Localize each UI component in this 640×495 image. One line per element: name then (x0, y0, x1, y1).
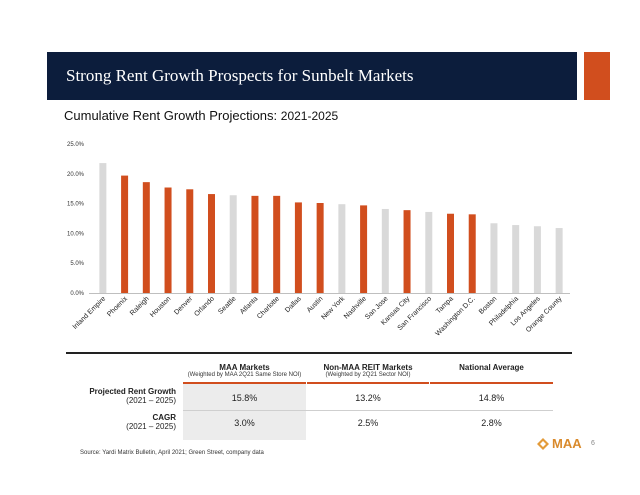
bar-atlanta (251, 195, 259, 293)
y-tick-label: 15.0% (67, 202, 85, 208)
x-tick-label: Washington D.C. (434, 295, 476, 337)
col-subtitle: (Weighted by MAA 2Q21 Same Store NOI) (187, 372, 302, 378)
cell-value: 2.5% (357, 418, 379, 428)
maa-logo-mark-icon (537, 437, 549, 450)
bar-new-york (338, 204, 346, 293)
x-tick-label: Charlotte (256, 295, 281, 320)
cell-value: 2.8% (481, 418, 502, 428)
col-header-national: National Average (430, 363, 553, 372)
row-separator (183, 410, 553, 411)
x-tick-label: Orlando (193, 295, 216, 318)
cell-value: 14.8% (478, 393, 505, 403)
x-tick-label: Dallas (284, 295, 303, 314)
x-tick-label: Raleigh (129, 295, 151, 317)
x-tick-label: Boston (478, 295, 498, 315)
bar-charlotte (273, 195, 281, 293)
bar-san-francisco (425, 211, 433, 293)
chart-title: Cumulative Rent Growth Projections: 2021… (64, 108, 338, 123)
x-tick-label: Inland Empire (72, 295, 108, 331)
header-underline (430, 382, 553, 384)
header-underline (307, 382, 429, 384)
y-tick-label: 20.0% (67, 172, 85, 178)
maa-logo: MAA (537, 436, 582, 451)
chart-title-years: 2021-2025 (280, 109, 339, 123)
bar-san-jose (381, 208, 389, 293)
bar-los-angeles (533, 226, 541, 293)
section-divider (66, 352, 572, 354)
source-note: Source: Yardi Matrix Bulletin, April 202… (80, 450, 264, 456)
bar-orange-county (555, 228, 563, 293)
row-sublabel: (2021 – 2025) (126, 422, 176, 431)
bar-phoenix (121, 175, 129, 293)
y-tick-label: 5.0% (70, 261, 84, 267)
y-tick-label: 0.0% (70, 291, 84, 297)
logo-text: MAA (552, 436, 582, 451)
row-label-cagr: CAGR (2021 – 2025) (60, 413, 176, 431)
bar-orlando (208, 194, 215, 293)
x-tick-label: Tampa (435, 295, 455, 315)
bar-tampa (447, 213, 454, 293)
x-tick-label: Seattle (217, 295, 237, 315)
x-tick-label: Atlanta (239, 295, 259, 315)
bar-austin (316, 203, 324, 293)
y-tick-label: 25.0% (67, 142, 85, 148)
rent-growth-bar-chart: 0.0% 5.0% 10.0% 15.0% 20.0% 25.0% Inland Empir… (67, 142, 570, 338)
chart-title-main: Cumulative Rent Growth Projections: (64, 108, 278, 123)
slide-title: Strong Rent Growth Prospects for Sunbelt… (66, 66, 414, 85)
bar-dallas (294, 202, 302, 293)
cell-value: 3.0% (234, 418, 255, 428)
x-tick-label: Denver (173, 295, 194, 316)
bar-washington-d-c- (468, 214, 476, 293)
bar-nashville (360, 205, 368, 293)
header-accent (584, 52, 610, 100)
cell-value: 13.2% (355, 393, 381, 403)
cell-value: 15.8% (231, 393, 258, 403)
x-tick-label: Phoenix (106, 295, 129, 318)
x-tick-label: Houston (149, 295, 172, 318)
row-label-projected: Projected Rent Growth (2021 – 2025) (60, 387, 176, 405)
col-subtitle: (Weighted by 2Q21 Sector NOI) (325, 372, 411, 378)
x-tick-label: Austin (306, 295, 325, 314)
bar-raleigh (142, 182, 150, 293)
row-title: Projected Rent Growth (89, 387, 176, 396)
maa-column-shade (183, 383, 306, 440)
page-number: 6 (591, 440, 595, 447)
col-header-non-maa: Non-MAA REIT Markets (Weighted by 2Q21 S… (307, 363, 429, 378)
col-title: MAA Markets (219, 363, 270, 372)
x-tick-label: New York (320, 295, 346, 321)
header-underline (183, 382, 306, 384)
header-bar: Strong Rent Growth Prospects for Sunbelt… (47, 52, 577, 100)
row-sublabel: (2021 – 2025) (126, 396, 176, 405)
bar-seattle (229, 195, 237, 293)
bar-boston (490, 223, 498, 293)
bar-houston (164, 187, 172, 293)
bar-philadelphia (512, 225, 520, 293)
col-header-maa: MAA Markets (Weighted by MAA 2Q21 Same S… (183, 363, 306, 378)
col-title: National Average (459, 363, 524, 372)
y-tick-label: 10.0% (67, 231, 85, 237)
col-title: Non-MAA REIT Markets (323, 363, 413, 372)
bar-inland-empire (99, 163, 107, 293)
row-title: CAGR (152, 413, 176, 422)
bar-denver (186, 189, 194, 293)
bar-kansas-city (403, 210, 411, 293)
